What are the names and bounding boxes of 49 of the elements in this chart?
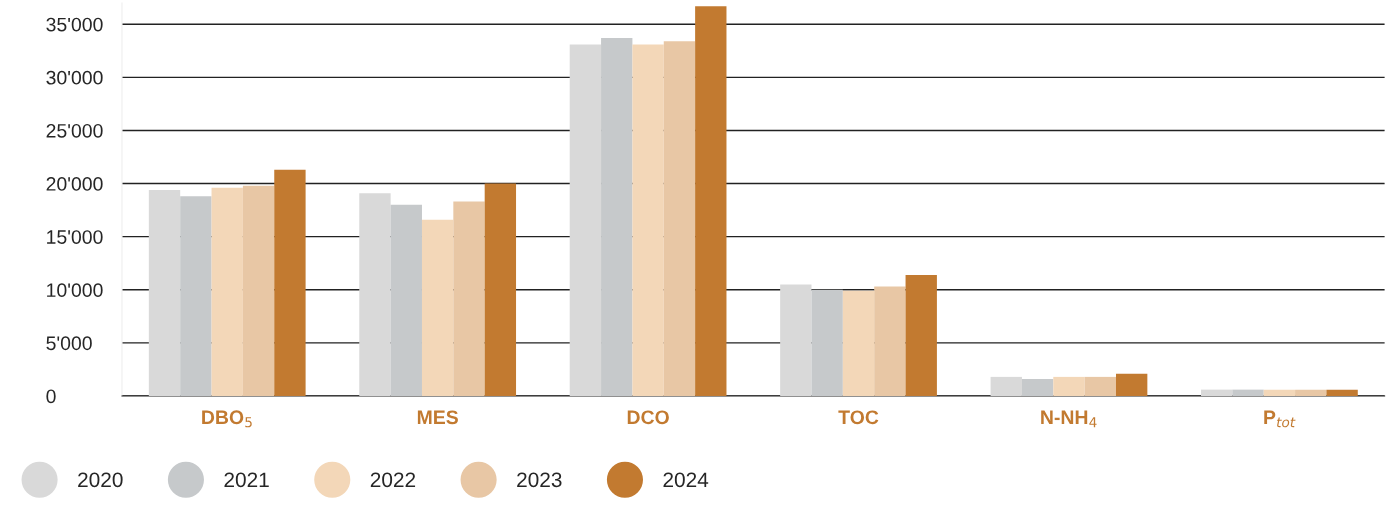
bar <box>663 41 696 396</box>
y-tick-label: 10'000 <box>47 283 103 298</box>
bar <box>1084 376 1116 396</box>
bar <box>780 284 812 396</box>
x-tick-label: DBO$_{5}$ <box>202 410 252 428</box>
bar <box>1326 389 1358 396</box>
bar <box>211 187 243 396</box>
legend-label: 2020 <box>78 472 123 488</box>
bar <box>390 204 422 396</box>
bar <box>1021 379 1054 396</box>
y-tick-label: 35'000 <box>46 17 103 32</box>
y-tick-label: 25'000 <box>46 123 103 138</box>
legend-label: 2023 <box>517 472 562 488</box>
x-tick-label: N-NH$_{4}$ <box>1041 410 1097 428</box>
bar <box>569 44 602 396</box>
bar <box>359 193 391 396</box>
bar <box>811 289 843 396</box>
bar <box>1053 376 1085 396</box>
bar <box>274 169 306 396</box>
bar <box>874 286 906 396</box>
bar <box>1201 389 1233 396</box>
y-tick-label: 20'000 <box>46 177 103 191</box>
bar <box>242 185 275 396</box>
bar <box>1115 373 1148 396</box>
bar <box>842 290 875 396</box>
bar <box>453 201 485 396</box>
bar <box>180 196 212 396</box>
legend-label: 2022 <box>370 472 416 488</box>
legend-label: 2021 <box>224 472 269 488</box>
bar <box>1232 389 1264 396</box>
bar <box>695 6 727 396</box>
y-tick-label: 15'000 <box>47 230 103 244</box>
bar <box>990 376 1022 396</box>
bar <box>421 219 454 396</box>
legend-label: 2024 <box>663 472 709 488</box>
bar <box>632 44 664 396</box>
y-tick-label: 0 <box>46 389 56 404</box>
bar <box>601 38 633 396</box>
bar <box>484 183 517 396</box>
bar <box>1295 389 1327 396</box>
bar <box>905 274 937 396</box>
bar <box>148 189 181 396</box>
x-tick-label: TOC <box>838 410 879 425</box>
y-tick-label: 5'000 <box>46 336 92 351</box>
x-tick-label: MES <box>417 410 458 425</box>
x-tick-label: P$_{tot}$ <box>1264 410 1296 428</box>
x-tick-label: DCO <box>627 410 669 425</box>
y-tick-label: 30'000 <box>46 70 103 85</box>
bar <box>1263 389 1296 396</box>
